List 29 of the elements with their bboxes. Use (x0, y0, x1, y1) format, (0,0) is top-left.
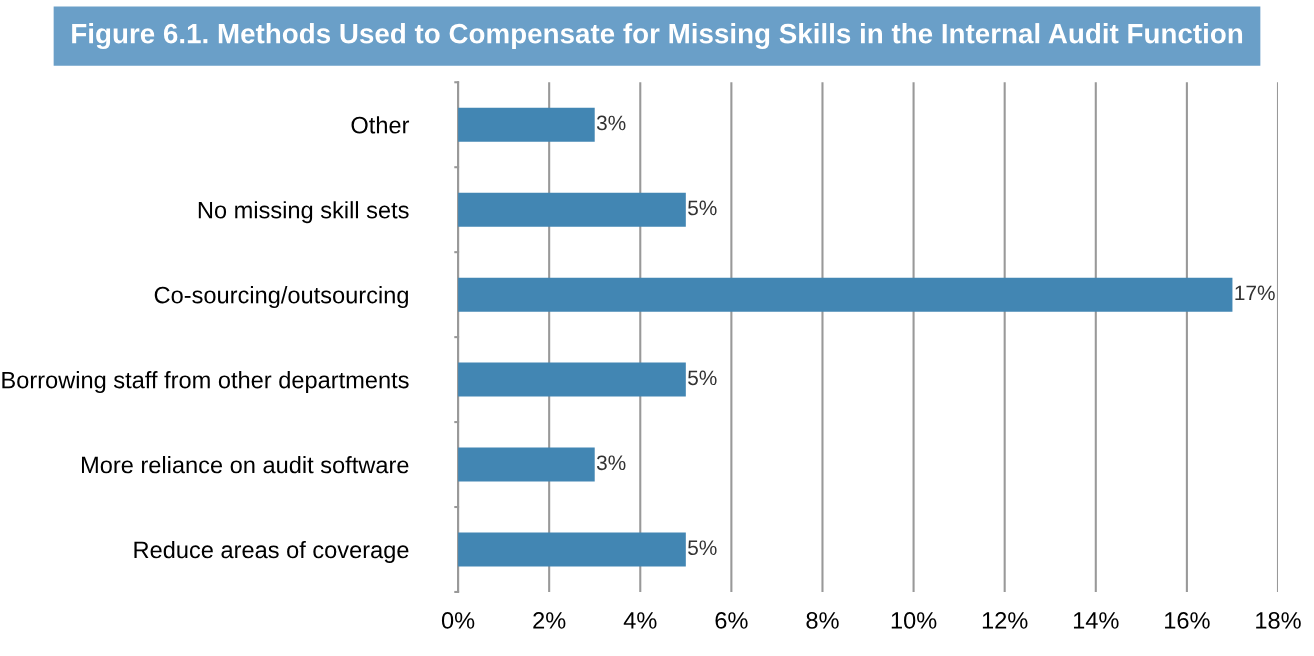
x-tick-label: 2% (533, 612, 566, 629)
bar (458, 107, 595, 142)
data-label: 3% (596, 115, 626, 131)
bar (458, 277, 1233, 312)
bar (458, 532, 686, 567)
x-tick-label: 16% (1165, 612, 1210, 629)
bar (458, 447, 595, 482)
bar (458, 192, 686, 227)
data-label: 17% (1235, 285, 1275, 301)
y-tick-label: Co-sourcing/outsourcing (154, 286, 408, 309)
x-tick-label: 12% (982, 612, 1028, 629)
x-tick-label: 18% (1256, 612, 1301, 629)
chart-title: Figure 6.1. Methods Used to Compensate for Missing Skills in the Internal Audit Function (72, 23, 1243, 50)
y-tick-label: More reliance on audit software (82, 455, 409, 474)
y-tick-label: Other (351, 116, 410, 134)
data-label: 5% (688, 370, 717, 386)
x-tick-label: 6% (715, 612, 748, 629)
x-tick-label: 8% (806, 612, 839, 629)
data-label: 5% (688, 200, 717, 216)
bar (458, 362, 686, 397)
data-label: 3% (596, 455, 626, 471)
x-tick-label: 14% (1073, 612, 1119, 629)
x-tick-label: 4% (623, 612, 657, 629)
y-tick-label: Borrowing staff from other departments (2, 371, 409, 394)
data-label: 5% (688, 540, 717, 556)
y-tick-label: Reduce areas of coverage (134, 540, 409, 563)
x-tick-label: 0% (441, 612, 475, 629)
x-tick-label: 10% (891, 612, 937, 629)
y-tick-label: No missing skill sets (198, 201, 409, 224)
